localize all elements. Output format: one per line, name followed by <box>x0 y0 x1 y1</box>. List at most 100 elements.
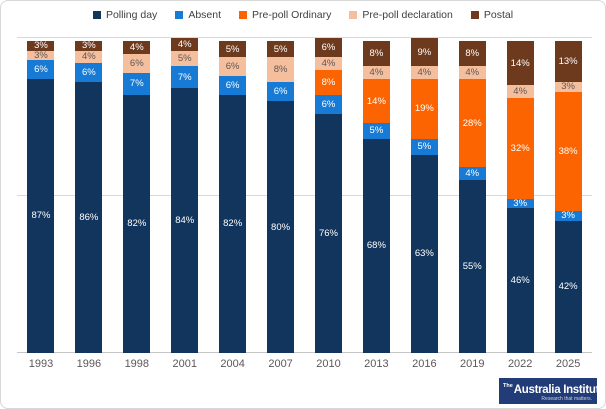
segment-absent: 6% <box>75 63 103 83</box>
segment-value-label: 4% <box>321 57 336 69</box>
segment-value-label: 28% <box>462 117 482 129</box>
x-axis-label: 1993 <box>28 358 54 370</box>
x-axis-label: 2004 <box>220 358 245 370</box>
legend-label: Pre-poll Ordinary <box>252 9 332 21</box>
segment-pre-poll-declaration: 8% <box>267 56 295 83</box>
segment-postal: 4% <box>123 41 151 54</box>
segment-value-label: 86% <box>79 212 99 224</box>
segment-postal: 14% <box>506 41 534 86</box>
bar-slot-2013: 68% 5% 14% 4% 8% <box>352 38 400 353</box>
segment-value-label: 6% <box>82 67 96 79</box>
segment-value-label: 80% <box>271 221 291 233</box>
legend-label: Postal <box>483 9 514 21</box>
segment-pre-poll-ordinary: 28% <box>458 78 486 168</box>
stacked-bar-2013: 68% 5% 14% 4% 8% <box>362 38 390 353</box>
segment-value-label: 42% <box>558 281 578 293</box>
stacked-bar-2019: 55% 4% 28% 4% 8% <box>458 38 486 353</box>
legend-swatch-icon <box>175 11 184 19</box>
stacked-bar-2022: 46% 3% 32% 4% 14% <box>506 38 534 353</box>
x-axis: 1993 1996 1998 2001 2004 2007 2010 2013 2016 2019… <box>17 358 592 370</box>
segment-value-label: 4% <box>369 67 384 79</box>
segment-absent: 6% <box>27 60 55 79</box>
segment-postal: 3% <box>27 41 55 51</box>
segment-value-label: 6% <box>321 41 336 53</box>
bar-slot-2025: 42% 3% 38% 3% 13% <box>544 38 592 353</box>
x-axis-label: 2010 <box>316 358 341 370</box>
legend-swatch-icon <box>470 11 479 19</box>
segment-value-label: 4% <box>82 51 96 63</box>
segment-pre-poll-declaration: 4% <box>314 56 342 70</box>
segment-value-label: 8% <box>369 48 384 60</box>
legend-swatch-icon <box>349 11 358 19</box>
segment-value-label: 19% <box>414 103 434 115</box>
bar-slot-1993: 87% 6% 3% 3% <box>17 38 65 353</box>
x-axis-label: 1996 <box>76 358 102 370</box>
segment-value-label: 4% <box>417 67 432 79</box>
bar-slot-2010: 76% 6% 8% 4% 6% <box>305 38 353 353</box>
segment-value-label: 3% <box>561 81 575 93</box>
segment-value-label: 3% <box>82 40 96 52</box>
segment-value-label: 6% <box>321 98 336 110</box>
segment-absent: 5% <box>362 123 390 139</box>
segment-value-label: 5% <box>369 125 384 137</box>
segment-postal: 13% <box>554 41 582 83</box>
segment-polling-day: 82% <box>219 94 247 353</box>
x-axis-label: 2001 <box>172 358 197 370</box>
segment-value-label: 68% <box>366 240 386 252</box>
segment-polling-day: 68% <box>362 138 390 353</box>
segment-polling-day: 86% <box>75 82 103 353</box>
segment-polling-day: 82% <box>123 94 151 353</box>
x-axis-label: 2013 <box>364 358 389 370</box>
australia-institute-logo: TheAustralia Institute Research that mat… <box>499 378 605 404</box>
gridline-50 <box>17 194 592 196</box>
stacked-bar-2016: 63% 5% 19% 4% 9% <box>410 38 438 353</box>
bar-group: 87% 6% 3% 3% 86% 6% 4% 3% 82% 7% 6% 4% 84% 7% 5% 4% 82% 6… <box>17 38 592 353</box>
x-axis-label: 2025 <box>555 358 581 370</box>
segment-value-label: 3% <box>513 197 528 209</box>
segment-value-label: 13% <box>558 56 578 68</box>
gridline-100 <box>17 37 592 38</box>
stacked-bar-2007: 80% 6% 8% 5% <box>267 38 295 353</box>
legend-label: Polling day <box>105 9 158 21</box>
segment-value-label: 38% <box>558 145 578 157</box>
chart-legend: Polling day Absent Pre-poll Ordinary Pre-po… <box>1 9 605 21</box>
bar-slot-2004: 82% 6% 6% 5% <box>209 38 257 353</box>
segment-postal: 6% <box>314 38 342 57</box>
legend-item-pre-poll-declaration: Pre-poll declaration <box>349 9 453 21</box>
segment-pre-poll-declaration: 4% <box>362 66 390 79</box>
x-axis-label: 2007 <box>268 358 293 370</box>
stacked-bar-2010: 76% 6% 8% 4% 6% <box>314 38 342 353</box>
segment-value-label: 4% <box>465 167 480 179</box>
segment-pre-poll-declaration: 6% <box>219 56 247 76</box>
bar-slot-2016: 63% 5% 19% 4% 9% <box>400 38 448 353</box>
segment-value-label: 14% <box>510 57 530 69</box>
segment-postal: 8% <box>458 41 486 67</box>
bar-slot-2022: 46% 3% 32% 4% 14% <box>496 38 544 353</box>
bar-slot-1998: 82% 7% 6% 4% <box>113 38 161 353</box>
segment-value-label: 6% <box>225 79 240 91</box>
legend-item-polling-day: Polling day <box>92 9 158 21</box>
segment-value-label: 8% <box>465 48 480 60</box>
stacked-bar-1993: 87% 6% 3% 3% <box>27 38 55 353</box>
segment-value-label: 32% <box>510 142 530 154</box>
segment-value-label: 87% <box>31 210 51 222</box>
segment-postal: 9% <box>410 38 438 67</box>
segment-absent: 6% <box>314 94 342 114</box>
segment-absent: 4% <box>458 167 486 180</box>
segment-pre-poll-declaration: 4% <box>458 66 486 79</box>
segment-pre-poll-declaration: 4% <box>506 85 534 98</box>
segment-value-label: 8% <box>273 64 288 76</box>
legend-swatch-icon <box>239 11 248 19</box>
plot-area: 87% 6% 3% 3% 86% 6% 4% 3% 82% 7% 6% 4% 84% 7% 5% 4% 82% 6… <box>17 37 592 353</box>
stacked-bar-2025: 42% 3% 38% 3% 13% <box>554 38 582 353</box>
segment-pre-poll-declaration: 3% <box>554 81 582 93</box>
legend-item-absent: Absent <box>175 9 221 21</box>
segment-polling-day: 42% <box>554 220 582 353</box>
segment-value-label: 3% <box>34 49 48 61</box>
logo-brand-text: TheAustralia Institute <box>503 380 605 396</box>
logo-brand-prefix: The <box>503 383 513 389</box>
segment-value-label: 5% <box>273 43 288 55</box>
gridline-0 <box>17 352 592 353</box>
segment-value-label: 6% <box>273 86 288 98</box>
segment-postal: 4% <box>171 38 199 51</box>
